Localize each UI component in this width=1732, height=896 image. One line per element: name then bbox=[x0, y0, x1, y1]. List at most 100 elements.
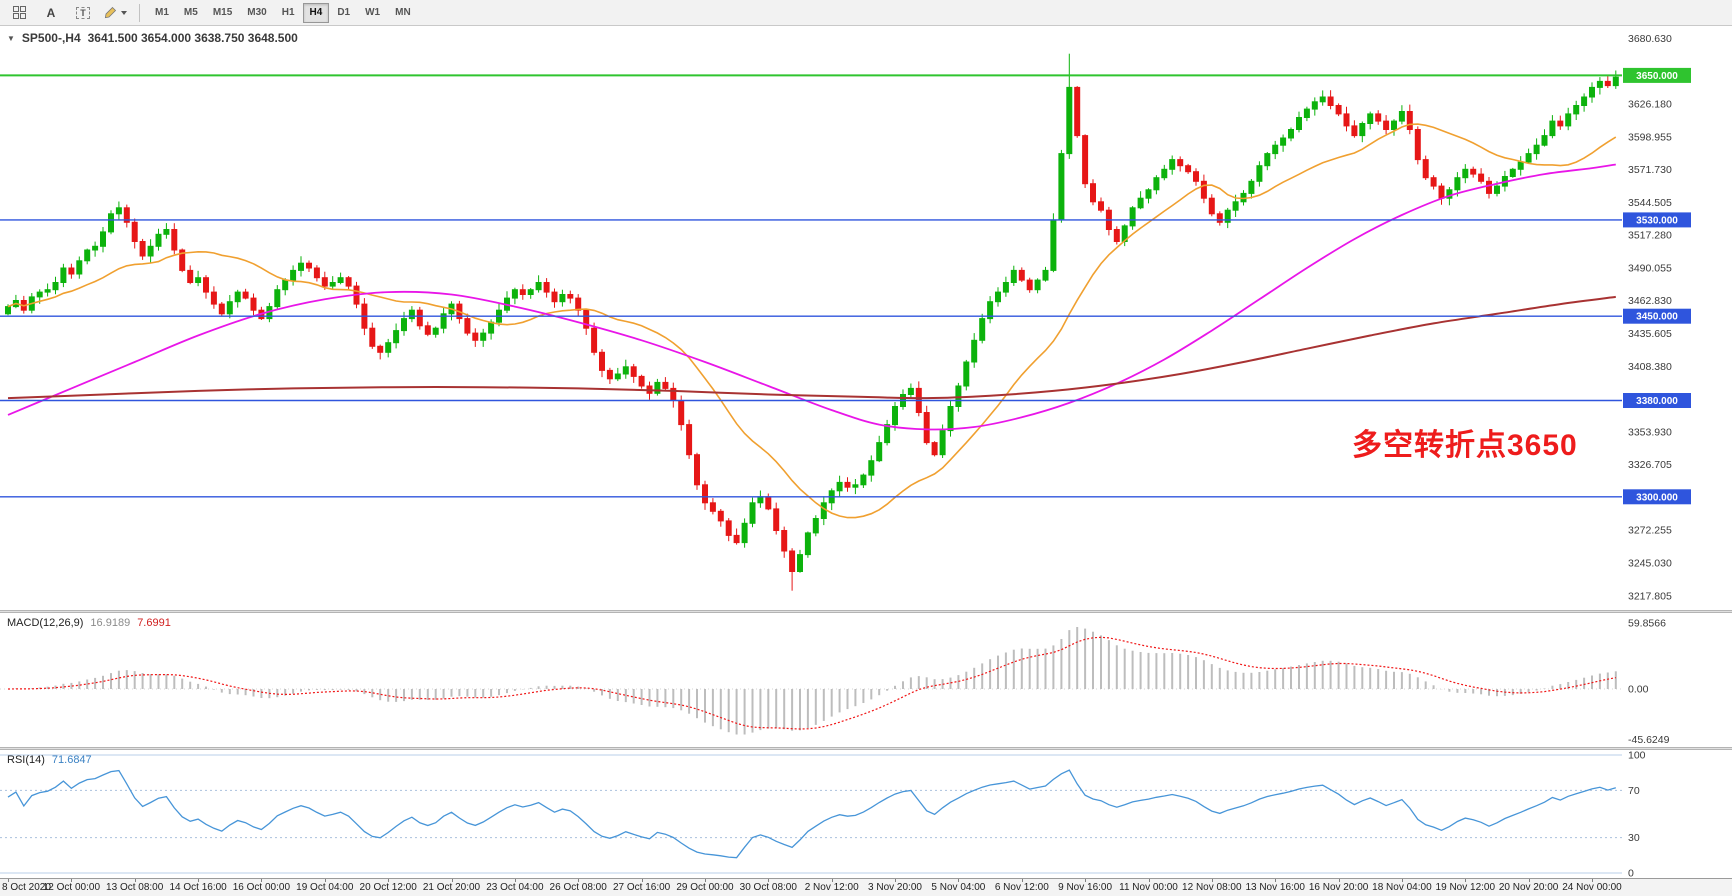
ma-fast-line bbox=[7, 123, 1617, 519]
time-axis-label: 19 Oct 04:00 bbox=[296, 882, 354, 893]
level-line-3530.000[interactable]: 3530.000 bbox=[0, 212, 1691, 228]
level-line-3450.000[interactable]: 3450.000 bbox=[0, 308, 1691, 324]
timeframe-button-h4[interactable]: H4 bbox=[302, 2, 330, 23]
svg-text:3380.000: 3380.000 bbox=[1636, 396, 1678, 407]
ohlc-values-label: 3641.500 3654.000 3638.750 3648.500 bbox=[87, 31, 298, 45]
time-axis-label: 6 Nov 12:00 bbox=[994, 882, 1049, 893]
time-axis-label: 8 Oct 2020 bbox=[2, 882, 51, 893]
time-tick bbox=[1148, 879, 1150, 882]
svg-text:3598.955: 3598.955 bbox=[1628, 131, 1672, 143]
text-tool-icon: T bbox=[76, 6, 90, 19]
time-tick bbox=[1401, 879, 1403, 882]
time-axis-label: 20 Nov 20:00 bbox=[1498, 882, 1559, 893]
timeframe-button-m15[interactable]: M15 bbox=[212, 7, 233, 18]
svg-text:3650.000: 3650.000 bbox=[1636, 71, 1678, 82]
time-tick bbox=[768, 879, 770, 882]
time-axis-label: 26 Oct 08:00 bbox=[549, 882, 607, 893]
time-tick bbox=[1085, 879, 1087, 882]
panel-divider[interactable] bbox=[0, 747, 1732, 750]
annotate-a-button[interactable]: A bbox=[46, 5, 56, 20]
svg-text:30: 30 bbox=[1628, 832, 1640, 844]
svg-text:3462.830: 3462.830 bbox=[1628, 295, 1672, 307]
ma-slow-line bbox=[7, 295, 1616, 400]
time-tick bbox=[1275, 879, 1277, 882]
time-tick bbox=[1592, 879, 1593, 882]
svg-text:3353.930: 3353.930 bbox=[1628, 426, 1672, 438]
grid-icon bbox=[12, 6, 26, 19]
time-tick bbox=[1528, 879, 1530, 882]
time-axis-label: 19 Nov 12:00 bbox=[1435, 882, 1496, 893]
text-label-tool-button[interactable]: T bbox=[68, 2, 98, 24]
chevron-down-icon[interactable]: ▼ bbox=[7, 33, 15, 43]
time-tick bbox=[895, 879, 896, 882]
rsi-name: RSI(14) bbox=[7, 754, 45, 766]
chevron-down-icon bbox=[121, 10, 127, 15]
svg-text:3435.605: 3435.605 bbox=[1628, 328, 1672, 340]
svg-text:3272.255: 3272.255 bbox=[1628, 525, 1672, 537]
chart-title: ▼ SP500-,H4 3641.500 3654.000 3638.750 3… bbox=[7, 31, 298, 45]
rsi-value: 71.6847 bbox=[51, 754, 92, 766]
time-axis-label: 24 Nov 00:00 bbox=[1562, 882, 1622, 893]
time-axis-label: 20 Oct 12:00 bbox=[359, 882, 417, 893]
time-axis-label: 18 Nov 04:00 bbox=[1372, 882, 1432, 893]
time-axis-label: 14 Oct 16:00 bbox=[169, 882, 227, 893]
timeframe-button-m1[interactable]: M1 bbox=[155, 7, 169, 18]
macd-panel[interactable]: 59.8566 0.00 -45.6249 bbox=[0, 613, 1732, 747]
time-tick bbox=[261, 879, 263, 882]
macd-signal-line bbox=[7, 636, 1616, 730]
time-tick bbox=[1338, 879, 1340, 882]
time-axis[interactable]: 8 Oct 2020 12 Oct 00:00 13 Oct 08:00 14 Oct… bbox=[0, 878, 1732, 896]
svg-text:3680.630: 3680.630 bbox=[1628, 33, 1672, 45]
svg-text:0: 0 bbox=[1628, 868, 1634, 879]
time-axis-label: 5 Nov 04:00 bbox=[931, 882, 986, 893]
time-axis-label: 16 Nov 20:00 bbox=[1308, 882, 1369, 893]
time-tick bbox=[514, 879, 516, 882]
timeframe-button-m5[interactable]: M5 bbox=[183, 7, 198, 18]
time-axis-label: 2 Nov 12:00 bbox=[804, 882, 859, 893]
rsi-line bbox=[7, 769, 1616, 859]
time-tick bbox=[705, 879, 706, 882]
rsi-panel[interactable]: 100 70 30 0 bbox=[0, 750, 1732, 878]
time-axis-label: 3 Nov 20:00 bbox=[868, 882, 922, 893]
svg-text:100: 100 bbox=[1628, 750, 1646, 762]
level-line-3300.000[interactable]: 3300.000 bbox=[0, 489, 1691, 505]
draw-tool-button[interactable] bbox=[100, 2, 131, 24]
chart-grid-icon-button[interactable] bbox=[4, 2, 34, 24]
macd-histogram bbox=[14, 627, 1617, 735]
time-tick bbox=[8, 879, 9, 882]
svg-text:-45.6249: -45.6249 bbox=[1628, 734, 1670, 746]
svg-text:3217.805: 3217.805 bbox=[1628, 590, 1672, 602]
panel-divider[interactable] bbox=[0, 610, 1732, 613]
time-tick bbox=[134, 879, 136, 882]
timeframe-button-mn[interactable]: MN bbox=[395, 7, 411, 18]
macd-label: MACD(12,26,9) 16.9189 7.6991 bbox=[7, 617, 171, 629]
time-axis-label: 12 Nov 08:00 bbox=[1182, 882, 1242, 893]
time-tick bbox=[641, 879, 643, 882]
timeframe-button-d1[interactable]: D1 bbox=[337, 7, 351, 18]
svg-text:3490.055: 3490.055 bbox=[1628, 263, 1672, 275]
time-tick bbox=[958, 879, 960, 882]
timeframe-button-h1[interactable]: H1 bbox=[281, 7, 295, 18]
timeframe-button-w1[interactable]: W1 bbox=[365, 7, 381, 18]
time-tick bbox=[451, 879, 453, 882]
svg-text:3450.000: 3450.000 bbox=[1636, 312, 1678, 323]
timeframe-group: M1 M5 M15 M30 H1 H4 D1 W1 MN bbox=[148, 2, 418, 23]
level-line-3650.000[interactable]: 3650.000 bbox=[0, 67, 1691, 83]
level-line-3380.000[interactable]: 3380.000 bbox=[0, 393, 1691, 408]
annotation-text[interactable]: 多空转折点3650 bbox=[1352, 429, 1578, 462]
macd-value: 16.9189 bbox=[90, 617, 131, 629]
symbol-timeframe-label: SP500-,H4 bbox=[21, 31, 81, 45]
time-tick bbox=[1211, 879, 1213, 882]
time-axis-label: 29 Oct 00:00 bbox=[676, 882, 734, 893]
ma-mid-line bbox=[7, 163, 1616, 431]
macd-signal-value: 7.6991 bbox=[137, 617, 171, 629]
main-price-chart[interactable]: 3680.6303653.4053626.1803598.9553571.730… bbox=[0, 26, 1732, 610]
time-tick bbox=[198, 879, 200, 882]
time-tick bbox=[1465, 879, 1467, 882]
time-tick bbox=[71, 879, 73, 882]
timeframe-button-m30[interactable]: M30 bbox=[247, 7, 267, 18]
time-tick bbox=[831, 879, 833, 882]
time-tick bbox=[1021, 879, 1023, 882]
time-axis-label: 13 Oct 08:00 bbox=[106, 882, 164, 893]
